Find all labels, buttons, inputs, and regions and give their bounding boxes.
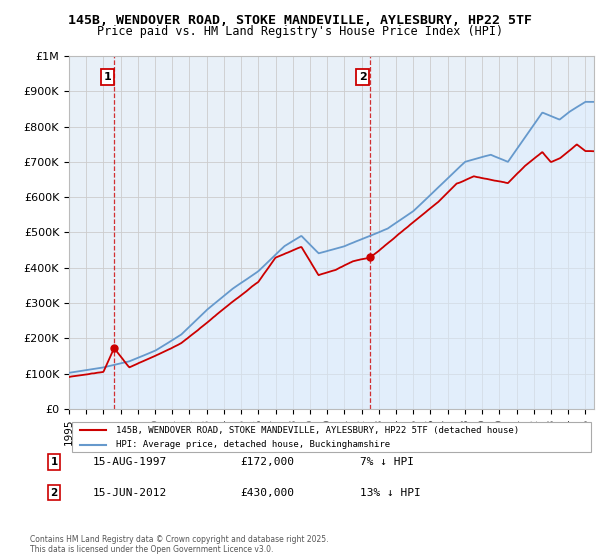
Text: HPI: Average price, detached house, Buckinghamshire: HPI: Average price, detached house, Buck… <box>116 440 391 449</box>
Text: 7% ↓ HPI: 7% ↓ HPI <box>360 457 414 467</box>
Text: Price paid vs. HM Land Registry's House Price Index (HPI): Price paid vs. HM Land Registry's House … <box>97 25 503 38</box>
Text: 2: 2 <box>359 72 367 82</box>
Text: 1: 1 <box>103 72 111 82</box>
Text: 145B, WENDOVER ROAD, STOKE MANDEVILLE, AYLESBURY, HP22 5TF: 145B, WENDOVER ROAD, STOKE MANDEVILLE, A… <box>68 14 532 27</box>
Text: £172,000: £172,000 <box>240 457 294 467</box>
Text: 15-JUN-2012: 15-JUN-2012 <box>93 488 167 498</box>
Text: 2: 2 <box>50 488 58 498</box>
Text: 13% ↓ HPI: 13% ↓ HPI <box>360 488 421 498</box>
Text: Contains HM Land Registry data © Crown copyright and database right 2025.
This d: Contains HM Land Registry data © Crown c… <box>30 535 329 554</box>
Text: £430,000: £430,000 <box>240 488 294 498</box>
Text: 1: 1 <box>50 457 58 467</box>
Text: 145B, WENDOVER ROAD, STOKE MANDEVILLE, AYLESBURY, HP22 5TF (detached house): 145B, WENDOVER ROAD, STOKE MANDEVILLE, A… <box>116 426 520 435</box>
FancyBboxPatch shape <box>71 422 592 452</box>
Text: 15-AUG-1997: 15-AUG-1997 <box>93 457 167 467</box>
